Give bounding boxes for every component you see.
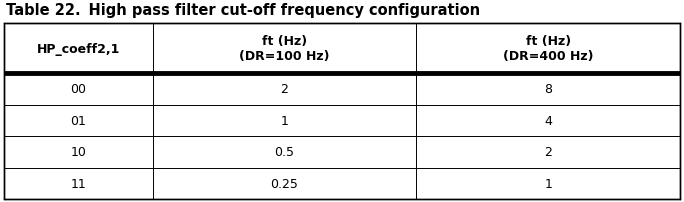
Text: Table 22.: Table 22. bbox=[6, 3, 81, 18]
Text: 4: 4 bbox=[544, 114, 552, 127]
Text: ft (Hz)
(DR=100 Hz): ft (Hz) (DR=100 Hz) bbox=[239, 35, 330, 63]
Text: 2: 2 bbox=[280, 83, 289, 96]
Text: 0.5: 0.5 bbox=[274, 145, 295, 158]
Text: 2: 2 bbox=[544, 145, 552, 158]
Text: High pass filter cut-off frequency configuration: High pass filter cut-off frequency confi… bbox=[68, 3, 480, 18]
Text: 1: 1 bbox=[280, 114, 289, 127]
Text: 00: 00 bbox=[70, 83, 86, 96]
Text: 10: 10 bbox=[70, 145, 86, 158]
Text: ft (Hz)
(DR=400 Hz): ft (Hz) (DR=400 Hz) bbox=[503, 35, 594, 63]
Text: 8: 8 bbox=[544, 83, 552, 96]
Text: 11: 11 bbox=[70, 177, 86, 190]
Bar bbox=[4, 24, 680, 199]
Text: 01: 01 bbox=[70, 114, 86, 127]
Text: HP_coeff2,1: HP_coeff2,1 bbox=[37, 42, 120, 55]
Text: 1: 1 bbox=[544, 177, 552, 190]
Text: 0.25: 0.25 bbox=[271, 177, 298, 190]
